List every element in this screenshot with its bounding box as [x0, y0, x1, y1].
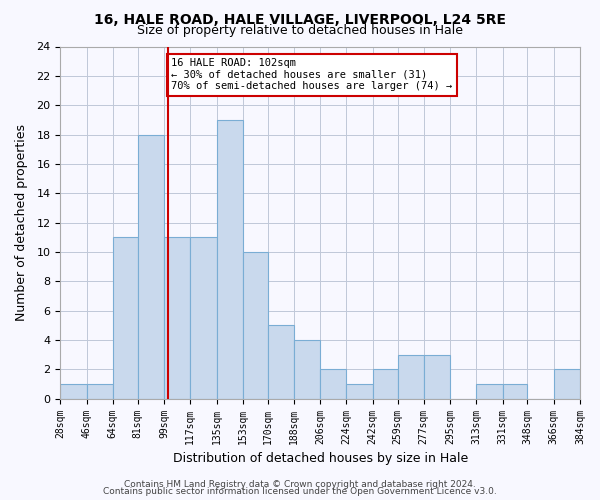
Bar	[86, 384, 113, 398]
Bar	[164, 238, 190, 398]
Bar	[61, 384, 86, 398]
Text: Contains HM Land Registry data © Crown copyright and database right 2024.: Contains HM Land Registry data © Crown c…	[124, 480, 476, 489]
Bar	[424, 354, 450, 399]
Bar	[320, 370, 346, 398]
Bar	[373, 370, 398, 398]
Bar	[294, 340, 320, 398]
Bar	[113, 238, 137, 398]
Bar	[398, 354, 424, 399]
Bar	[268, 326, 294, 398]
Bar	[503, 384, 527, 398]
Y-axis label: Number of detached properties: Number of detached properties	[15, 124, 28, 321]
Text: 16, HALE ROAD, HALE VILLAGE, LIVERPOOL, L24 5RE: 16, HALE ROAD, HALE VILLAGE, LIVERPOOL, …	[94, 12, 506, 26]
Bar	[217, 120, 243, 398]
Text: Contains public sector information licensed under the Open Government Licence v3: Contains public sector information licen…	[103, 487, 497, 496]
Bar	[243, 252, 268, 398]
Text: 16 HALE ROAD: 102sqm
← 30% of detached houses are smaller (31)
70% of semi-detac: 16 HALE ROAD: 102sqm ← 30% of detached h…	[171, 58, 452, 92]
Bar	[476, 384, 503, 398]
Bar	[346, 384, 373, 398]
Bar	[137, 134, 164, 398]
X-axis label: Distribution of detached houses by size in Hale: Distribution of detached houses by size …	[173, 452, 468, 465]
Bar	[554, 370, 580, 398]
Bar	[190, 238, 217, 398]
Text: Size of property relative to detached houses in Hale: Size of property relative to detached ho…	[137, 24, 463, 37]
